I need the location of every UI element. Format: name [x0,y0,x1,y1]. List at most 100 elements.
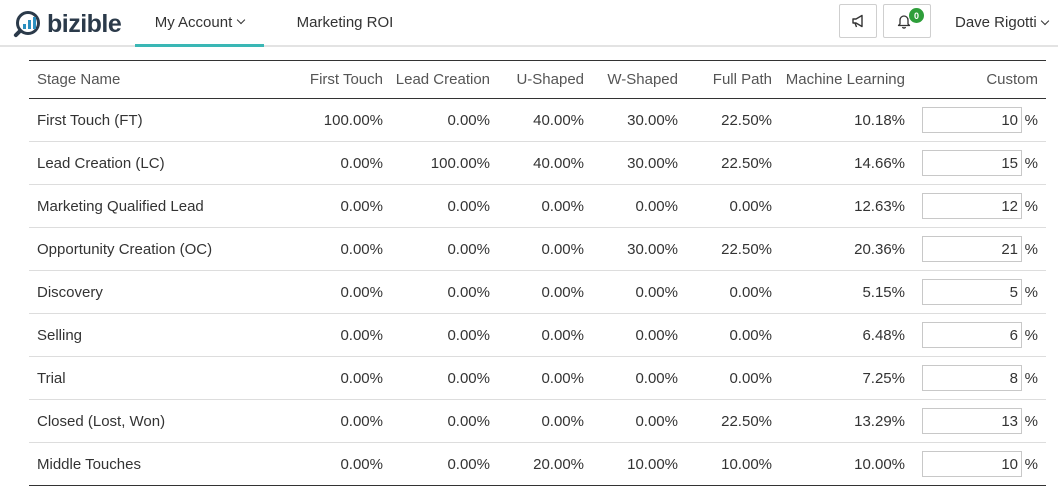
notifications-button[interactable]: 0 [883,4,931,38]
full-path-cell: 0.00% [729,369,772,387]
table-row: Discovery 0.00% 0.00% 0.00% 0.00% 0.00% 5.15%% [29,271,1046,314]
header-u-shaped[interactable]: U-Shaped [516,71,584,88]
w-shaped-cell: 0.00% [635,326,678,344]
percent-symbol: % [1024,455,1038,473]
custom-cell: % [905,185,1046,228]
custom-cell: % [905,400,1046,443]
first-touch-cell: 100.00% [323,111,383,129]
u-shaped-cell: 40.00% [533,154,584,172]
table-row: Opportunity Creation (OC) 0.00% 0.00% 0.00%… [29,228,1046,271]
announcements-button[interactable] [839,4,877,38]
chevron-down-icon [237,15,246,25]
w-shaped-cell: 0.00% [635,412,678,430]
table-row: Selling 0.00% 0.00% 0.00% 0.00% 0.00% 6.48%% [29,314,1046,357]
custom-weight-input[interactable] [922,279,1022,305]
table-row: Closed (Lost, Won) 0.00% 0.00% 0.00% 0.00% 22… [29,400,1046,443]
percent-symbol: % [1024,197,1038,215]
first-touch-cell: 0.00% [340,197,383,215]
header-lead-creation[interactable]: Lead Creation [395,71,490,88]
full-path-cell: 0.00% [729,197,772,215]
machine-learning-cell: 5.15% [862,283,905,301]
first-touch-cell: 0.00% [340,283,383,301]
full-path-cell: 22.50% [721,240,772,258]
full-path-cell: 10.00% [721,455,772,473]
tab-my-account[interactable]: My Account [135,0,264,47]
header-w-shaped[interactable]: W-Shaped [607,71,678,88]
first-touch-cell: 0.00% [340,412,383,430]
user-name: Dave Rigotti [955,14,1037,31]
lead-creation-cell: 0.00% [447,455,490,473]
stage-name-cell: Selling [37,326,83,344]
custom-cell: % [905,228,1046,271]
custom-weight-input[interactable] [922,193,1022,219]
tab-marketing-roi[interactable]: Marketing ROI [282,0,408,45]
machine-learning-cell: 13.29% [854,412,905,430]
stage-name-cell: Middle Touches [37,455,141,473]
custom-weight-input[interactable] [922,408,1022,434]
stage-name-cell: Lead Creation (LC) [37,154,165,172]
tab-my-account-label: My Account [154,13,233,31]
percent-symbol: % [1024,369,1038,387]
first-touch-cell: 0.00% [340,369,383,387]
machine-learning-cell: 10.18% [854,111,905,129]
u-shaped-cell: 0.00% [541,197,584,215]
percent-symbol: % [1024,283,1038,301]
header-first-touch[interactable]: First Touch [309,71,383,88]
lead-creation-cell: 0.00% [447,326,490,344]
table-row: First Touch (FT) 100.00% 0.00% 40.00% 30.00%… [29,99,1046,142]
percent-symbol: % [1024,111,1038,129]
w-shaped-cell: 10.00% [627,455,678,473]
custom-cell: % [905,271,1046,314]
u-shaped-cell: 40.00% [533,111,584,129]
custom-cell: % [905,443,1046,486]
lead-creation-cell: 0.00% [447,240,490,258]
custom-weight-input[interactable] [922,451,1022,477]
header-stage-name[interactable]: Stage Name [37,71,121,88]
w-shaped-cell: 0.00% [635,197,678,215]
notification-count-badge: 0 [909,8,924,23]
header-custom[interactable]: Custom [986,71,1038,88]
u-shaped-cell: 0.00% [541,326,584,344]
machine-learning-cell: 7.25% [862,369,905,387]
first-touch-cell: 0.00% [340,154,383,172]
w-shaped-cell: 30.00% [627,240,678,258]
u-shaped-cell: 0.00% [541,240,584,258]
custom-weight-input[interactable] [922,107,1022,133]
chevron-down-icon [1040,16,1049,25]
table-header-row: Stage Name First Touch Lead Creation U-S… [29,60,1046,99]
percent-symbol: % [1024,154,1038,172]
table-row: Trial 0.00% 0.00% 0.00% 0.00% 0.00% 7.25%% [29,357,1046,400]
stage-name-cell: Discovery [37,283,103,301]
lead-creation-cell: 0.00% [447,412,490,430]
custom-weight-input[interactable] [922,150,1022,176]
u-shaped-cell: 0.00% [541,283,584,301]
header-machine-learning[interactable]: Machine Learning [785,71,905,88]
u-shaped-cell: 0.00% [541,369,584,387]
lead-creation-cell: 0.00% [447,111,490,129]
custom-weight-input[interactable] [922,365,1022,391]
custom-cell: % [905,357,1046,400]
stage-name-cell: Marketing Qualified Lead [37,197,204,215]
w-shaped-cell: 30.00% [627,154,678,172]
w-shaped-cell: 30.00% [627,111,678,129]
attribution-models-table: Stage Name First Touch Lead Creation U-S… [29,60,1046,486]
custom-weight-input[interactable] [922,322,1022,348]
lead-creation-cell: 0.00% [447,197,490,215]
stage-name-cell: First Touch (FT) [37,111,143,129]
bizible-logo[interactable]: bizible [13,7,122,41]
first-touch-cell: 0.00% [340,240,383,258]
header-full-path[interactable]: Full Path [712,71,772,88]
full-path-cell: 22.50% [721,111,772,129]
u-shaped-cell: 0.00% [541,412,584,430]
magnifier-chart-icon [13,9,44,39]
percent-symbol: % [1024,326,1038,344]
lead-creation-cell: 100.00% [430,154,490,172]
custom-cell: % [905,99,1046,142]
custom-weight-input[interactable] [922,236,1022,262]
machine-learning-cell: 6.48% [862,326,905,344]
user-menu[interactable]: Dave Rigotti [955,0,1049,45]
machine-learning-cell: 10.00% [854,455,905,473]
custom-cell: % [905,314,1046,357]
stage-name-cell: Trial [37,369,66,387]
full-path-cell: 0.00% [729,283,772,301]
